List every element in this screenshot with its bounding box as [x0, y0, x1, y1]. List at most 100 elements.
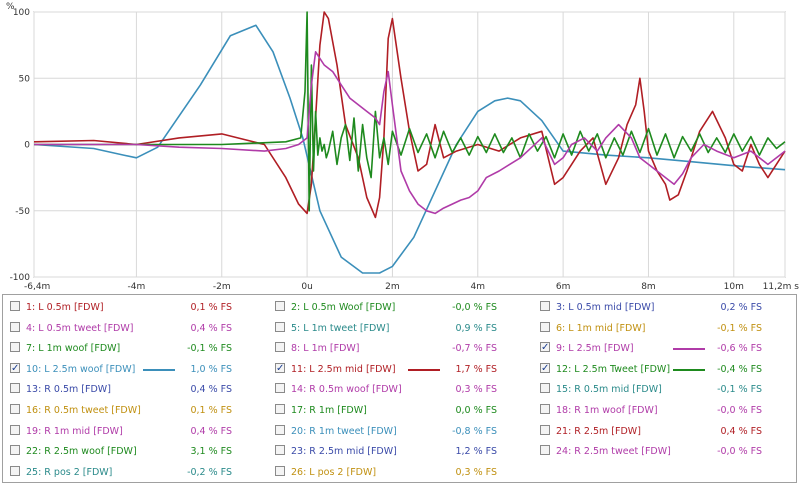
x-axis: -6,4m -4m -2m 0u 2m 4m 6m 8m 10m 11,2m s	[24, 282, 799, 292]
legend-item-value: -0,7 % FS	[452, 343, 497, 355]
legend-item: ✓ 10: L 2.5m woof [FDW] 1,0 % FS	[3, 359, 266, 380]
y-tick-label: -50	[15, 207, 30, 217]
legend-item: ✓ 9: L 2.5m [FDW] -0,6 % FS	[533, 338, 796, 359]
y-tick-label: 100	[13, 8, 30, 18]
legend-item: 18: R 1m woof [FDW] -0,0 % FS	[533, 400, 796, 421]
legend-item: 6: L 1m mid [FDW] -0,1 % FS	[533, 318, 796, 339]
checkbox[interactable]	[540, 321, 550, 332]
legend-line-swatch	[673, 368, 705, 371]
legend-item-label: 11: L 2.5m mid [FDW]	[291, 363, 396, 375]
legend-item-label: 23: R 2.5m mid [FDW]	[291, 446, 397, 458]
checkbox[interactable]	[10, 342, 20, 353]
legend-item-value: -0,4 % FS	[717, 363, 762, 375]
checkbox-checked[interactable]: ✓	[10, 362, 20, 374]
checkbox[interactable]	[10, 321, 20, 332]
legend-item-value: -0,0 % FS	[717, 446, 762, 458]
legend-item-value: 1,2 % FS	[455, 446, 497, 458]
legend-item-label: 9: L 2.5m [FDW]	[556, 343, 634, 355]
checkbox[interactable]	[540, 445, 550, 456]
legend-item: ✓ 12: L 2.5m Tweet [FDW] -0,4 % FS	[533, 359, 796, 380]
legend-item-label: 13: R 0.5m [FDW]	[26, 384, 111, 396]
legend-item: 3: L 0.5m mid [FDW] 0,2 % FS	[533, 297, 796, 318]
legend-item-value: 0,2 % FS	[720, 302, 762, 313]
checkbox[interactable]	[10, 424, 20, 435]
legend-row: 4: L 0.5m tweet [FDW] 0,4 % FS 5: L 1m twe…	[3, 318, 796, 339]
legend-item: 1: L 0.5m [FDW] 0,1 % FS	[3, 297, 266, 318]
legend-item-label: 1: L 0.5m [FDW]	[26, 302, 104, 313]
legend-line-swatch	[408, 368, 440, 371]
legend-item-value: 1,0 % FS	[190, 363, 232, 375]
legend-item-value: 0,4 % FS	[190, 384, 232, 396]
checkbox-checked[interactable]: ✓	[275, 362, 285, 374]
legend-row: 25: R pos 2 [FDW] -0,2 % FS 26: L pos 2 [F…	[3, 462, 796, 483]
legend-item-value: 0,4 % FS	[720, 425, 762, 437]
checkbox-checked[interactable]: ✓	[540, 342, 550, 354]
checkbox[interactable]	[275, 301, 285, 311]
legend-line-swatch	[673, 348, 705, 351]
legend-item-label: 2: L 0.5m Woof [FDW]	[291, 302, 396, 313]
checkbox[interactable]	[540, 383, 550, 394]
legend-row: 7: L 1m woof [FDW] -0,1 % FS 8: L 1m [FDW]…	[3, 338, 796, 359]
checkbox[interactable]	[275, 445, 285, 456]
legend-item-value: 0,4 % FS	[190, 322, 232, 334]
x-tick-label: 8m	[641, 282, 656, 292]
legend-item-value: -0,1 % FS	[187, 343, 232, 355]
x-tick-label: 0u	[301, 282, 312, 292]
y-axis: 100 50 0 -50 -100	[10, 8, 31, 283]
checkbox[interactable]	[540, 424, 550, 435]
legend-item-label: 25: R pos 2 [FDW]	[26, 466, 113, 478]
legend-item: 24: R 2.5m tweet [FDW] -0,0 % FS	[533, 441, 796, 462]
checkbox[interactable]	[275, 424, 285, 435]
series-line-3	[34, 11, 786, 212]
x-tick-label: -4m	[128, 282, 146, 292]
legend-item: 2: L 0.5m Woof [FDW] -0,0 % FS	[268, 297, 531, 318]
legend-item: 25: R pos 2 [FDW] -0,2 % FS	[3, 462, 266, 483]
y-axis-label: %	[6, 2, 15, 12]
legend-item-value: -0,8 % FS	[452, 425, 497, 437]
x-tick-label: 10m	[724, 282, 744, 292]
legend-item: 8: L 1m [FDW] -0,7 % FS	[268, 338, 531, 359]
checkbox[interactable]	[275, 383, 285, 394]
legend-item-label: 20: R 1m tweet [FDW]	[291, 425, 397, 437]
checkbox[interactable]	[275, 404, 285, 414]
legend-row: ✓ 10: L 2.5m woof [FDW] 1,0 % FS ✓ 11: L 2.5…	[3, 359, 796, 380]
legend-item: 23: R 2.5m mid [FDW] 1,2 % FS	[268, 441, 531, 462]
checkbox[interactable]	[275, 342, 285, 353]
legend-item-value: 3,1 % FS	[190, 446, 232, 458]
legend-row: 22: R 2.5m woof [FDW] 3,1 % FS 23: R 2.5m …	[3, 441, 796, 462]
legend-item: ✓ 11: L 2.5m mid [FDW] 1,7 % FS	[268, 359, 531, 380]
legend-item: 26: L pos 2 [FDW] 0,3 % FS	[268, 462, 531, 483]
checkbox[interactable]	[10, 383, 20, 394]
impulse-response-chart: 100 50 0 -50 -100 -6,4m -4m -2m 0u 2m 4m 6m 8m 10m 11…	[6, 2, 799, 292]
legend-item-value: 1,7 % FS	[455, 363, 497, 375]
legend-item-label: 18: R 1m woof [FDW]	[556, 405, 658, 416]
checkbox[interactable]	[10, 404, 20, 414]
legend-item: 14: R 0.5m woof [FDW] 0,3 % FS	[268, 379, 531, 400]
legend-item-value: 0,1 % FS	[190, 405, 232, 416]
legend-item: 16: R 0.5m tweet [FDW] 0,1 % FS	[3, 400, 266, 421]
checkbox[interactable]	[275, 321, 285, 332]
checkbox[interactable]	[540, 301, 550, 311]
legend-item-label: 14: R 0.5m woof [FDW]	[291, 384, 402, 396]
checkbox[interactable]	[10, 301, 20, 311]
checkbox[interactable]	[10, 445, 20, 456]
legend-item-value: -0,2 % FS	[187, 466, 232, 478]
legend-item-label: 24: R 2.5m tweet [FDW]	[556, 446, 671, 458]
legend-row: 19: R 1m mid [FDW] 0,4 % FS 20: R 1m tweet…	[3, 421, 796, 442]
legend-item-label: 17: R 1m [FDW]	[291, 405, 367, 416]
y-tick-label: 50	[19, 74, 31, 84]
checkbox[interactable]	[275, 465, 285, 476]
trace-legend: 1: L 0.5m [FDW] 0,1 % FS 2: L 0.5m Woof [F…	[2, 294, 797, 483]
legend-row: 13: R 0.5m [FDW] 0,4 % FS 14: R 0.5m woof …	[3, 379, 796, 400]
checkbox[interactable]	[10, 465, 20, 476]
legend-item-value: 0,1 % FS	[190, 302, 232, 313]
checkbox[interactable]	[540, 404, 550, 414]
legend-row: 16: R 0.5m tweet [FDW] 0,1 % FS 17: R 1m […	[3, 400, 796, 421]
legend-item-value: -0,0 % FS	[717, 405, 762, 416]
legend-item-value: 0,0 % FS	[455, 405, 497, 416]
legend-item-label: 6: L 1m mid [FDW]	[556, 322, 646, 334]
checkbox-checked[interactable]: ✓	[540, 362, 550, 374]
legend-item: 13: R 0.5m [FDW] 0,4 % FS	[3, 379, 266, 400]
y-tick-label: -100	[10, 273, 31, 283]
legend-item-label: 21: R 2.5m [FDW]	[556, 425, 641, 437]
